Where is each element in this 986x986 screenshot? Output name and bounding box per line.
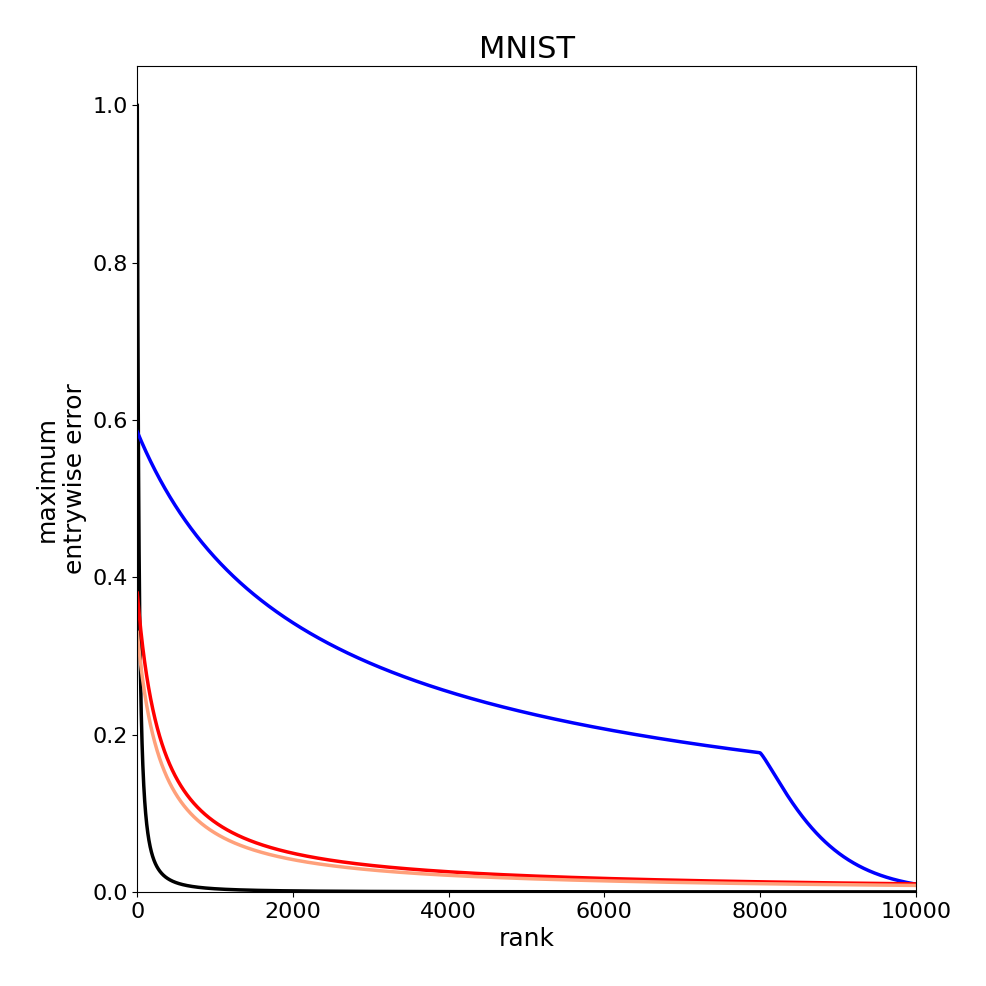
X-axis label: rank: rank [499,927,554,951]
Title: MNIST: MNIST [478,35,575,64]
Y-axis label: maximum
entrywise error: maximum entrywise error [35,384,87,575]
